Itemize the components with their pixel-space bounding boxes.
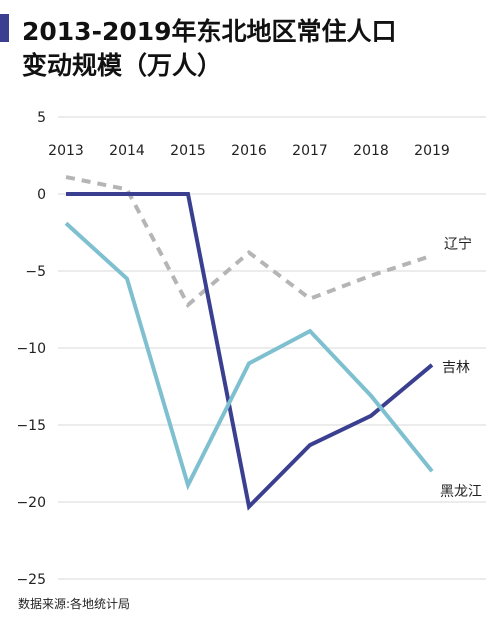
y-tick-label: −25: [16, 572, 46, 588]
y-tick-label: −5: [25, 264, 46, 280]
chart-header: 2013-2019年东北地区常住人口 变动规模（万人）: [0, 0, 499, 88]
chart-area: 5 0 −5 −10 −15 −20 −25 2013 2014 2015 2016 2017 2018…: [0, 92, 499, 622]
series-label: 吉林: [442, 360, 470, 376]
series-label: 黑龙江: [440, 484, 482, 500]
series-label: 辽宁: [444, 236, 472, 253]
x-tick-label: 2018: [353, 143, 389, 159]
y-tick-label: −20: [16, 495, 46, 511]
series-line-0: [65, 175, 433, 309]
x-tick-label: 2017: [292, 143, 328, 159]
x-tick-label: 2016: [231, 143, 267, 159]
source-note: 数据来源:各地统计局: [18, 597, 131, 611]
y-tick-label: −15: [16, 418, 46, 434]
series-line-2: [64, 221, 434, 491]
y-tick-label: −10: [16, 341, 46, 357]
chart-title-line2: 变动规模（万人）: [22, 51, 223, 80]
x-tick-label: 2013: [48, 143, 84, 159]
y-tick-label: 0: [37, 187, 46, 203]
x-tick-label: 2014: [109, 143, 145, 159]
line-chart: 5 0 −5 −10 −15 −20 −25 2013 2014 2015 2016 2017 2018…: [16, 110, 486, 588]
x-tick-label: 2015: [170, 143, 206, 159]
series-line-1: [66, 192, 434, 511]
x-tick-label: 2019: [414, 143, 450, 159]
chart-title-line1: 2013-2019年东北地区常住人口: [22, 17, 397, 46]
y-tick-label: 5: [37, 110, 46, 126]
title-accent-bar: [0, 14, 9, 42]
